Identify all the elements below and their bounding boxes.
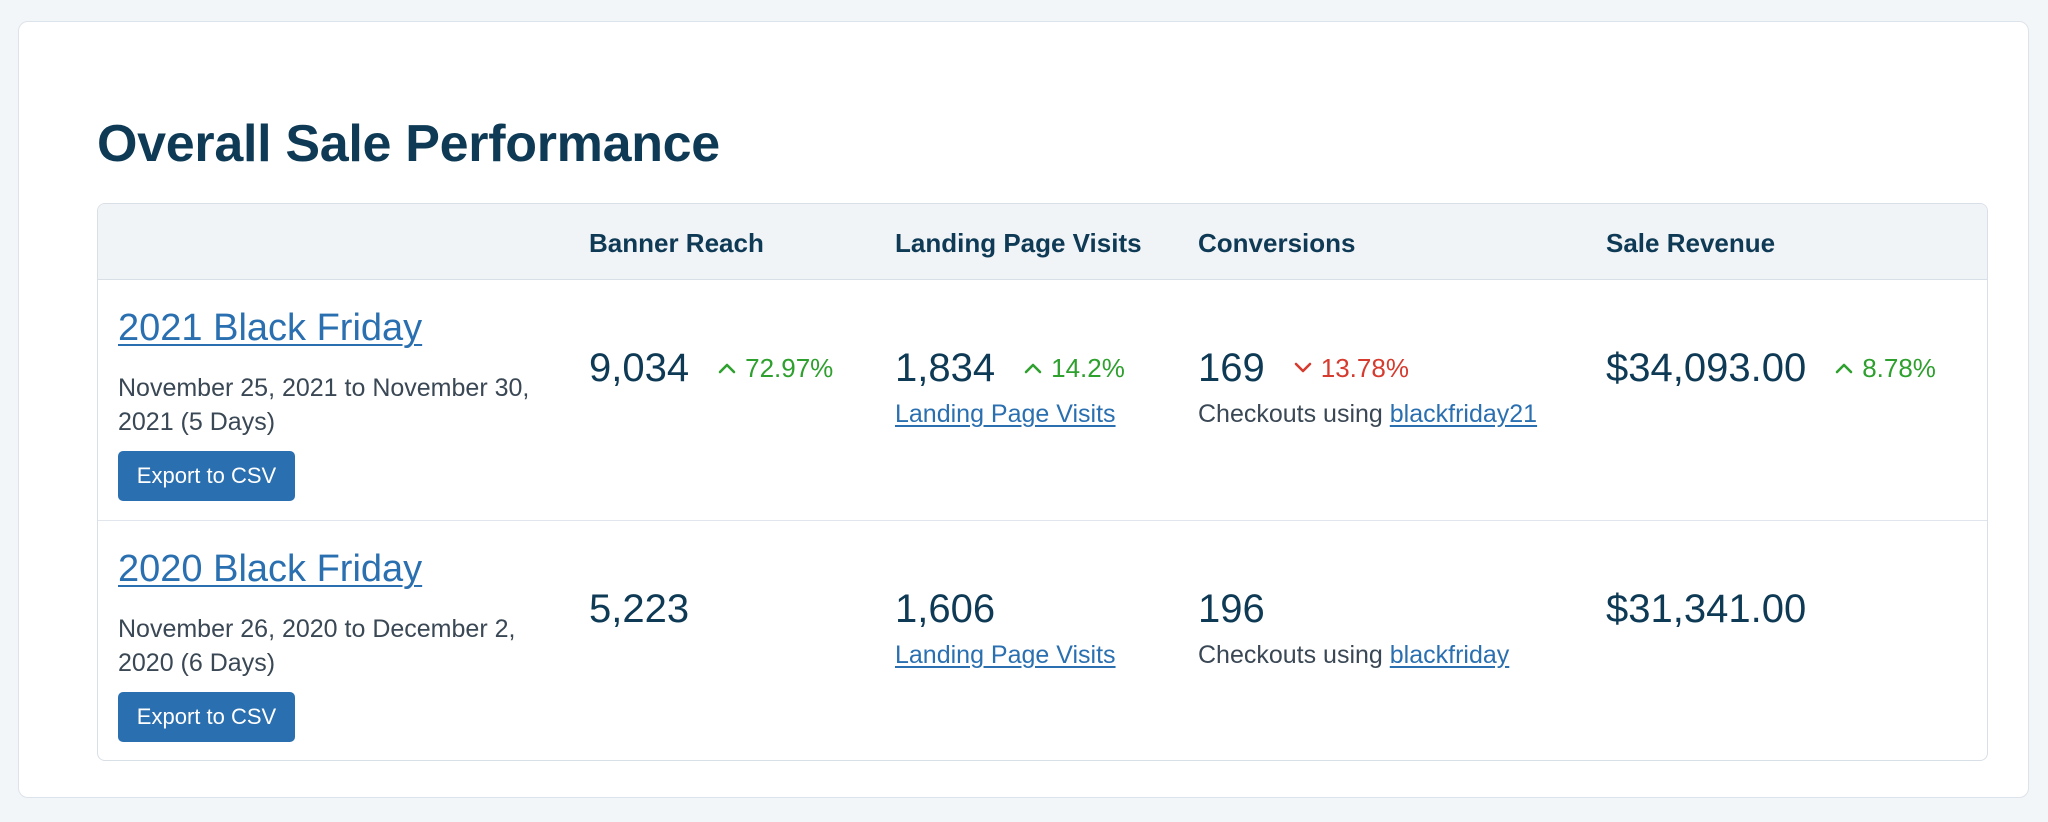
checkouts-text: Checkouts using blackfriday21 <box>1198 399 1537 429</box>
landing-page-visits-delta: 14.2% <box>1023 353 1125 383</box>
sale-revenue-delta-value: 8.78% <box>1862 353 1936 383</box>
landing-page-visits-cell: 1,834 14.2% <box>895 343 1125 393</box>
landing-page-visits-link[interactable]: Landing Page Visits <box>895 400 1116 428</box>
header-conversions: Conversions <box>1198 228 1356 258</box>
sale-name-link[interactable]: 2020 Black Friday <box>118 548 423 590</box>
conversions-cell: 169 13.78% <box>1198 343 1409 393</box>
checkouts-text: Checkouts using blackfriday <box>1198 640 1509 670</box>
landing-page-visits-cell: 1,606 <box>895 584 995 634</box>
coupon-code-link[interactable]: blackfriday <box>1389 641 1510 669</box>
sale-performance-card: Overall Sale Performance Banner Reach La… <box>18 21 2029 798</box>
checkouts-prefix: Checkouts using <box>1198 400 1390 428</box>
sale-name-link[interactable]: 2021 Black Friday <box>118 307 423 349</box>
table-row: 2021 Black Friday November 25, 2021 to N… <box>98 281 1987 521</box>
chevron-down-icon <box>1294 362 1312 373</box>
table-header: Banner Reach Landing Page Visits Convers… <box>98 204 1987 280</box>
sale-performance-table: Banner Reach Landing Page Visits Convers… <box>97 203 1988 761</box>
coupon-code-link[interactable]: blackfriday21 <box>1389 400 1538 428</box>
export-csv-button[interactable]: Export to CSV <box>118 692 295 742</box>
banner-reach-value: 9,034 <box>589 346 690 390</box>
header-sale-revenue: Sale Revenue <box>1606 228 1776 258</box>
conversions-value: 196 <box>1198 587 1265 631</box>
table-row: 2020 Black Friday November 26, 2020 to D… <box>98 522 1987 760</box>
banner-reach-cell: 5,223 <box>589 584 689 634</box>
header-banner-reach: Banner Reach <box>589 228 764 258</box>
chevron-up-icon <box>1024 363 1042 374</box>
conversions-cell: 196 <box>1198 584 1265 634</box>
banner-reach-delta: 72.97% <box>717 353 833 383</box>
sale-revenue-delta: 8.78% <box>1834 353 1936 383</box>
sale-revenue-cell: $31,341.00 <box>1606 584 1806 634</box>
page-title: Overall Sale Performance <box>97 115 720 173</box>
checkouts-prefix: Checkouts using <box>1198 641 1390 669</box>
sale-dates: November 26, 2020 to December 2, 2020 (6… <box>118 615 516 677</box>
landing-page-visits-link[interactable]: Landing Page Visits <box>895 641 1116 669</box>
banner-reach-cell: 9,034 72.97% <box>589 343 833 393</box>
sale-dates: November 25, 2021 to November 30, 2021 (… <box>118 374 530 436</box>
landing-page-visits-delta-value: 14.2% <box>1051 353 1125 383</box>
banner-reach-delta-value: 72.97% <box>745 353 834 383</box>
chevron-up-icon <box>1835 363 1853 374</box>
header-landing-page-visits: Landing Page Visits <box>895 228 1142 258</box>
conversions-delta: 13.78% <box>1293 353 1409 383</box>
export-csv-button[interactable]: Export to CSV <box>118 451 295 501</box>
conversions-delta-value: 13.78% <box>1320 353 1409 383</box>
chevron-up-icon <box>718 363 736 374</box>
banner-reach-value: 5,223 <box>589 587 690 631</box>
conversions-value: 169 <box>1198 346 1265 390</box>
landing-page-visits-value: 1,834 <box>895 346 996 390</box>
sale-revenue-cell: $34,093.00 8.78% <box>1606 343 1936 393</box>
sale-revenue-value: $31,341.00 <box>1606 587 1807 631</box>
sale-revenue-value: $34,093.00 <box>1606 346 1807 390</box>
landing-page-visits-value: 1,606 <box>895 587 996 631</box>
